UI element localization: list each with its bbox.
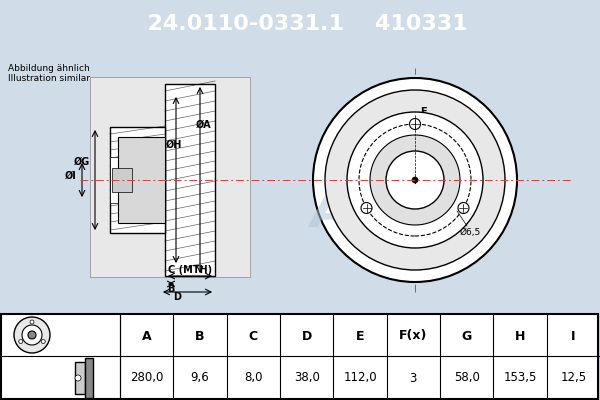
Bar <box>110 127 165 233</box>
Text: D: D <box>173 292 181 302</box>
Text: Ate: Ate <box>311 186 409 238</box>
Text: Abbildung ähnlich: Abbildung ähnlich <box>8 64 90 73</box>
Text: 280,0: 280,0 <box>130 372 163 384</box>
Circle shape <box>370 135 460 225</box>
Circle shape <box>19 340 23 344</box>
Text: 153,5: 153,5 <box>503 372 536 384</box>
Text: Ø90: Ø90 <box>419 146 437 154</box>
Circle shape <box>412 177 418 183</box>
Circle shape <box>361 202 372 214</box>
Text: 38,0: 38,0 <box>294 372 320 384</box>
Circle shape <box>325 90 505 270</box>
Circle shape <box>30 320 34 324</box>
Text: 112,0: 112,0 <box>343 372 377 384</box>
Text: 24.0110-0331.1    410331: 24.0110-0331.1 410331 <box>132 14 468 34</box>
Bar <box>112 168 132 192</box>
Text: ØA: ØA <box>196 120 212 130</box>
Text: C (MTH): C (MTH) <box>168 265 212 275</box>
Bar <box>118 137 165 223</box>
Text: 3: 3 <box>410 372 417 384</box>
Text: 58,0: 58,0 <box>454 372 479 384</box>
Circle shape <box>313 78 517 282</box>
Text: ØE: ØE <box>395 170 410 180</box>
Text: G: G <box>461 330 472 342</box>
Circle shape <box>386 151 444 209</box>
Text: 8,0: 8,0 <box>244 372 263 384</box>
Text: B: B <box>167 284 175 294</box>
Text: ØG: ØG <box>74 157 90 167</box>
Text: A: A <box>142 330 151 342</box>
Circle shape <box>41 340 45 344</box>
Text: Ø6,5: Ø6,5 <box>460 228 481 238</box>
Bar <box>110 157 125 203</box>
Circle shape <box>75 375 81 381</box>
Text: 9,6: 9,6 <box>191 372 209 384</box>
Circle shape <box>28 331 36 339</box>
Bar <box>165 84 215 276</box>
Text: H: H <box>515 330 525 342</box>
Circle shape <box>458 202 469 214</box>
Circle shape <box>22 325 42 345</box>
Text: I: I <box>571 330 575 342</box>
Text: ØH: ØH <box>166 140 182 150</box>
Text: C: C <box>249 330 258 342</box>
Text: E: E <box>356 330 364 342</box>
Text: D: D <box>302 330 312 342</box>
Bar <box>90 77 250 277</box>
Bar <box>75 362 85 394</box>
Text: 12,5: 12,5 <box>560 372 586 384</box>
Circle shape <box>347 112 483 248</box>
Circle shape <box>14 317 50 353</box>
Bar <box>85 358 93 398</box>
Text: ØI: ØI <box>65 171 77 181</box>
Text: F: F <box>420 107 427 117</box>
Circle shape <box>409 118 421 130</box>
Text: Illustration similar: Illustration similar <box>8 74 90 83</box>
Text: B: B <box>195 330 205 342</box>
Text: F(x): F(x) <box>399 330 428 342</box>
